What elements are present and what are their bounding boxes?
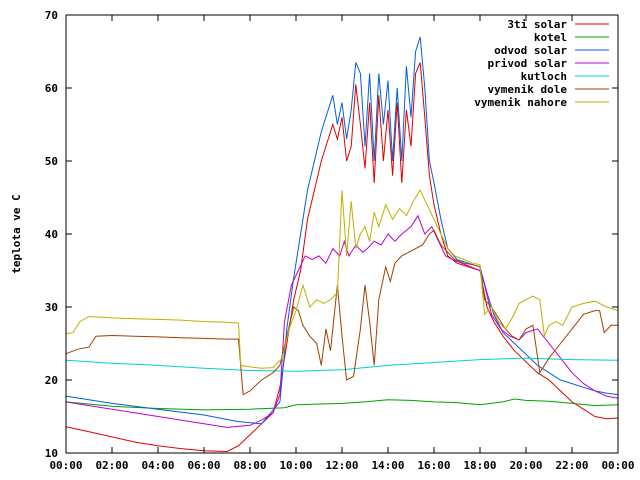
legend-label: odvod solar: [494, 44, 567, 57]
y-tick-label: 20: [45, 374, 58, 387]
y-tick-label: 10: [45, 447, 58, 460]
legend-label: kutloch: [521, 70, 567, 83]
axis-ticks: 10 20 30 40 50 60 70 00:00 02:00 04:00 06:00 08:00 1…: [45, 9, 635, 472]
series-line-vymenik-dole: [65, 229, 618, 396]
series-line-3ti-solar: [65, 62, 619, 453]
x-tick-label: 00:00: [49, 459, 82, 472]
series-line-vymenik-nahore: [65, 189, 619, 369]
y-tick-label: 70: [45, 9, 58, 22]
x-tick-label: 08:00: [233, 459, 266, 472]
y-tick-label: 30: [45, 301, 58, 314]
series-line-privod-solar: [65, 214, 619, 428]
series-line-odvod-solar: [65, 36, 619, 425]
series-line-kutloch: [65, 357, 619, 372]
y-tick-label: 40: [45, 228, 58, 241]
y-axis-label: teplota ve C: [10, 194, 23, 273]
y-tick-label: 50: [45, 155, 58, 168]
x-tick-label: 14:00: [371, 459, 404, 472]
y-tick-label: 60: [45, 82, 58, 95]
legend-label: vymenik nahore: [474, 96, 567, 109]
x-tick-label: 06:00: [187, 459, 220, 472]
x-tick-label: 02:00: [95, 459, 128, 472]
series-line-kotel: [65, 398, 619, 411]
x-tick-label: 10:00: [279, 459, 312, 472]
legend-label: kotel: [534, 31, 567, 44]
x-tick-label: 16:00: [417, 459, 450, 472]
x-tick-label: 22:00: [555, 459, 588, 472]
x-tick-label: 12:00: [325, 459, 358, 472]
legend-label: 3ti solar: [507, 18, 567, 31]
x-tick-label: 00:00: [601, 459, 634, 472]
legend-label: privod solar: [488, 57, 568, 70]
x-tick-label: 04:00: [141, 459, 174, 472]
legend-label: vymenik dole: [488, 83, 568, 96]
x-tick-label: 20:00: [509, 459, 542, 472]
x-tick-label: 18:00: [463, 459, 496, 472]
series-layer: [65, 36, 619, 453]
